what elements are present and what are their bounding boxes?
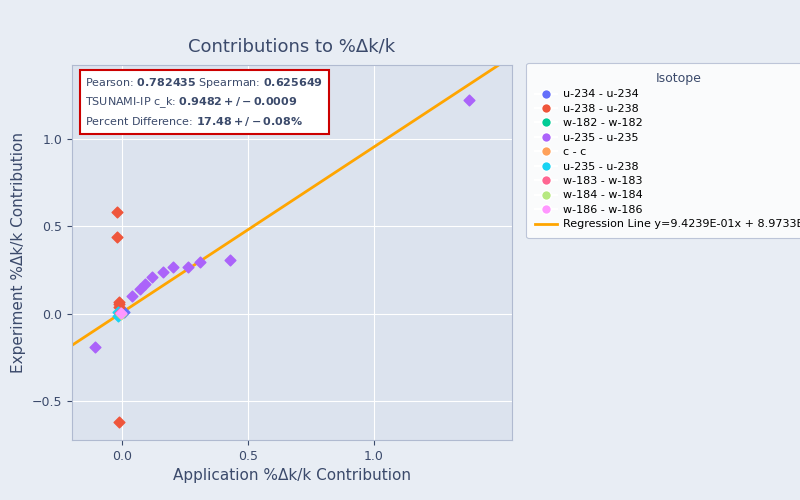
Point [114, 310, 127, 318]
Point [134, 286, 146, 294]
Point [194, 258, 206, 266]
Point [88, 343, 101, 351]
Title: Contributions to %Δk/k: Contributions to %Δk/k [189, 37, 395, 55]
Point [111, 232, 124, 240]
X-axis label: Application %Δk/k Contribution: Application %Δk/k Contribution [173, 468, 411, 483]
Y-axis label: Experiment %Δk/k Contribution: Experiment %Δk/k Contribution [11, 132, 26, 373]
Point [138, 280, 151, 288]
Point [111, 208, 124, 216]
Point [117, 308, 130, 316]
Point [114, 310, 126, 318]
Point [112, 303, 125, 311]
Point [114, 309, 126, 317]
Point [112, 298, 125, 306]
Point [146, 273, 159, 281]
Text: Pearson: $\mathbf{0.782435}$ Spearman: $\mathbf{0.625649}$
TSUNAMI-IP c_k: $\mat: Pearson: $\mathbf{0.782435}$ Spearman: $… [86, 76, 323, 128]
Point [111, 312, 124, 320]
Point [463, 96, 476, 104]
Point [156, 268, 169, 276]
Point [182, 262, 194, 270]
Point [112, 300, 125, 308]
Legend: u-234 - u-234, u-238 - u-238, w-182 - w-182, u-235 - u-235, c - c, u-235 - u-238: u-234 - u-234, u-238 - u-238, w-182 - w-… [526, 63, 800, 238]
Point [111, 308, 124, 316]
Point [114, 310, 127, 318]
Point [126, 292, 138, 300]
Point [114, 310, 126, 318]
Point [112, 418, 125, 426]
Point [166, 264, 179, 272]
Point [224, 256, 237, 264]
